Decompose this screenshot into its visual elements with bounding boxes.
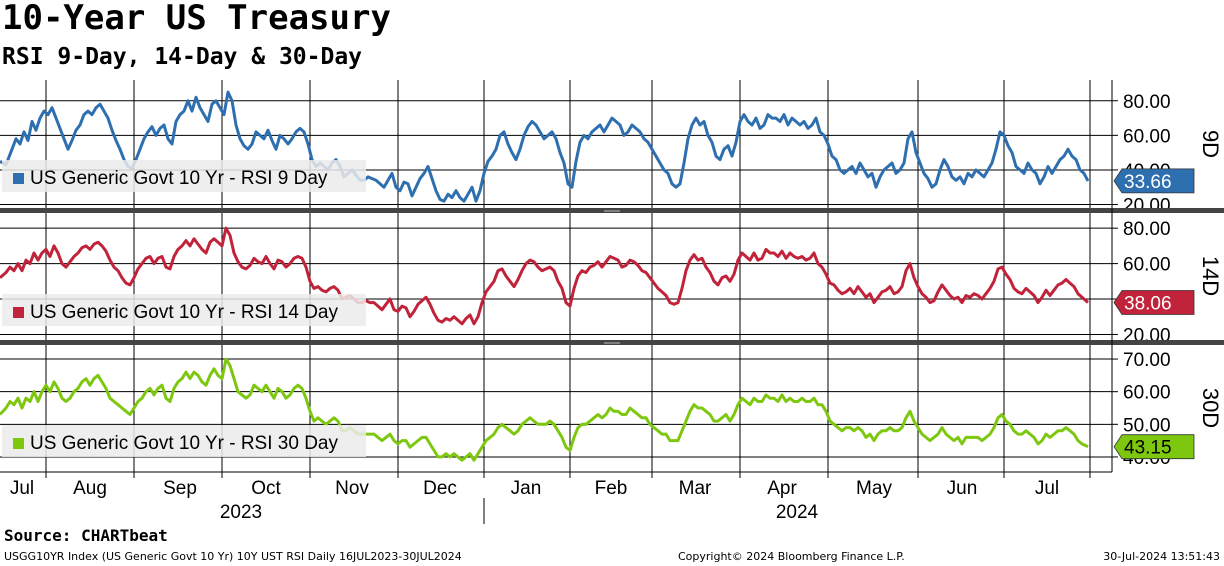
legend-label: US Generic Govt 10 Yr - RSI 9 Day [30, 168, 328, 189]
y-tick-label: 20.00 [1123, 196, 1171, 217]
x-tick-label: Apr [767, 478, 797, 499]
x-tick-label: Jul [1035, 478, 1059, 499]
year-label: 2024 [776, 502, 819, 523]
last-value-label: 43.15 [1124, 438, 1172, 459]
y-tick-label: 70.00 [1123, 350, 1171, 371]
last-value-flag: 43.15 [1113, 434, 1195, 460]
y-tick-label: 60.00 [1123, 126, 1171, 147]
source-label: Source: CHARTbeat [4, 526, 168, 545]
last-value-box [1113, 168, 1195, 194]
x-tick-label: Oct [251, 478, 281, 499]
legend-background [2, 425, 366, 457]
footer-ticker-info: USGG10YR Index (US Generic Govt 10 Yr) 1… [4, 550, 462, 563]
y-tick-label: 60.00 [1123, 383, 1171, 404]
x-tick-label: May [856, 478, 892, 499]
legend: US Generic Govt 10 Yr - RSI 14 Day [2, 294, 366, 326]
x-tick-label: Dec [423, 478, 457, 499]
y-tick-label: 80.00 [1123, 92, 1171, 113]
footer-copyright: Copyright© 2024 Bloomberg Finance L.P. [678, 550, 905, 563]
last-value-flag: 38.06 [1113, 290, 1195, 315]
legend-swatch [13, 307, 24, 318]
last-value-flag: 33.66 [1113, 168, 1195, 194]
panel-label: 9D [1198, 130, 1223, 158]
legend-label: US Generic Govt 10 Yr - RSI 30 Day [30, 433, 338, 454]
year-label: 2023 [220, 502, 262, 523]
last-value-box [1113, 290, 1195, 315]
rsi-line [0, 226, 1089, 326]
footer-timestamp: 30-Jul-2024 13:51:43 [1103, 550, 1220, 563]
chart-title: 10-Year US Treasury [2, 0, 391, 38]
x-tick-label: Sep [163, 478, 197, 499]
last-value-label: 38.06 [1124, 293, 1172, 314]
legend-swatch [13, 438, 24, 449]
last-value-box [1113, 434, 1195, 460]
y-tick-label: 60.00 [1123, 255, 1171, 276]
legend-swatch [13, 173, 24, 184]
rsi-line [0, 357, 1089, 462]
legend-label: US Generic Govt 10 Yr - RSI 14 Day [30, 302, 338, 323]
x-tick-label: Mar [679, 478, 712, 499]
x-tick-label: Jan [511, 478, 542, 499]
last-value-label: 33.66 [1124, 172, 1172, 193]
panel-label: 30D [1198, 388, 1223, 428]
legend: US Generic Govt 10 Yr - RSI 9 Day [2, 160, 366, 192]
x-tick-label: Jun [947, 478, 978, 499]
y-tick-label: 80.00 [1123, 219, 1171, 240]
x-tick-label: Aug [73, 478, 107, 499]
legend: US Generic Govt 10 Yr - RSI 30 Day [2, 425, 366, 457]
x-tick-label: Jul [10, 478, 34, 499]
x-tick-label: Feb [595, 478, 628, 499]
legend-background [2, 160, 366, 192]
x-tick-label: Nov [335, 478, 369, 499]
y-tick-label: 50.00 [1123, 415, 1171, 436]
panel-label: 14D [1198, 256, 1223, 296]
legend-background [2, 294, 366, 326]
rsi-line [0, 90, 1090, 203]
chart-subtitle: RSI 9-Day, 14-Day & 30-Day [2, 44, 363, 70]
